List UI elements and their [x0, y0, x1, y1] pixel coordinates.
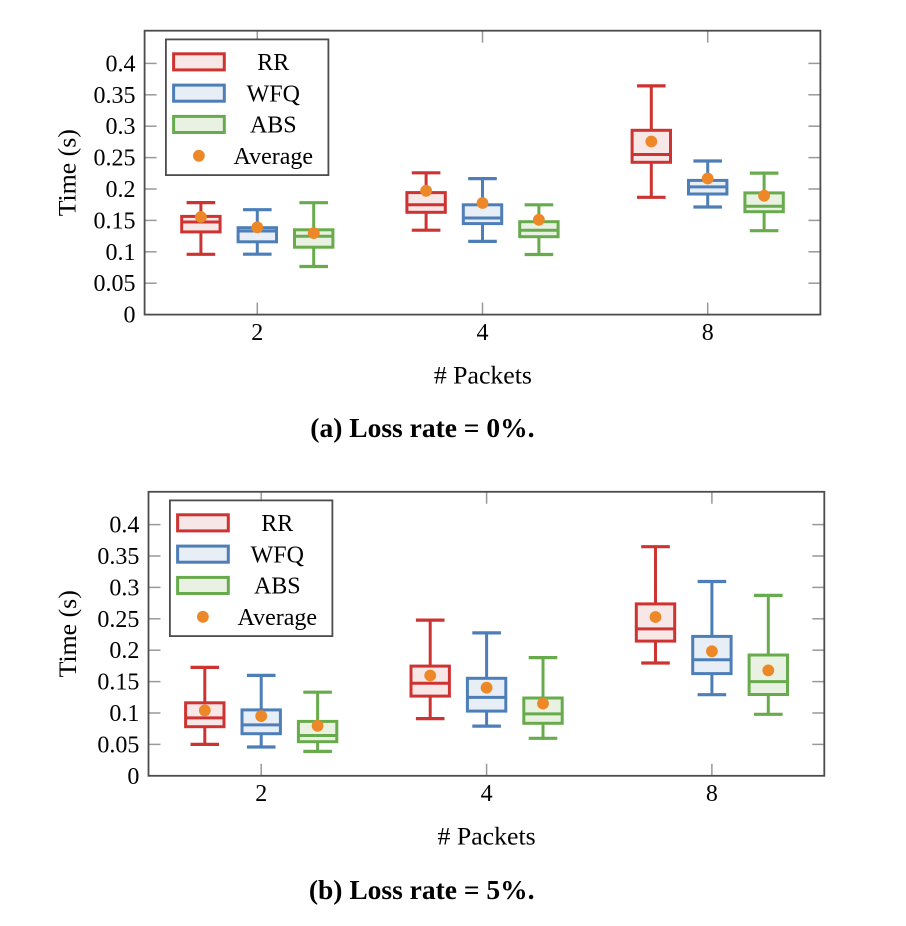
svg-text:Average: Average	[238, 605, 318, 631]
svg-text:ABS: ABS	[254, 574, 301, 600]
svg-text:# Packets: # Packets	[438, 821, 536, 850]
svg-text:Average: Average	[234, 144, 314, 170]
svg-text:Time (s): Time (s)	[53, 590, 82, 677]
svg-text:RR: RR	[261, 511, 293, 537]
svg-text:0.1: 0.1	[109, 701, 139, 727]
svg-text:0: 0	[124, 303, 136, 329]
svg-text:0.35: 0.35	[97, 544, 139, 570]
svg-text:4: 4	[477, 320, 489, 346]
svg-text:0.15: 0.15	[97, 670, 139, 696]
svg-text:RR: RR	[257, 50, 289, 76]
svg-text:(b) Loss rate = 5%.: (b) Loss rate = 5%.	[309, 874, 535, 905]
svg-text:0.05: 0.05	[97, 732, 139, 758]
svg-text:(a) Loss rate = 0%.: (a) Loss rate = 0%.	[310, 412, 534, 443]
svg-text:0.35: 0.35	[94, 83, 136, 109]
svg-text:0.3: 0.3	[106, 114, 136, 140]
svg-text:2: 2	[251, 320, 263, 346]
svg-text:8: 8	[706, 781, 718, 807]
svg-text:0.05: 0.05	[94, 271, 136, 297]
svg-text:ABS: ABS	[250, 113, 297, 139]
svg-text:0.15: 0.15	[94, 208, 136, 234]
svg-text:0.3: 0.3	[109, 575, 139, 601]
svg-text:# Packets: # Packets	[434, 360, 532, 389]
svg-text:2: 2	[255, 781, 267, 807]
svg-text:8: 8	[702, 320, 714, 346]
svg-text:0.2: 0.2	[109, 638, 139, 664]
svg-text:0.2: 0.2	[106, 177, 136, 203]
svg-text:WFQ: WFQ	[247, 81, 300, 107]
svg-text:0.1: 0.1	[106, 240, 136, 266]
svg-text:0.4: 0.4	[109, 513, 139, 539]
svg-text:4: 4	[481, 781, 493, 807]
svg-text:0: 0	[127, 764, 139, 790]
svg-text:0.25: 0.25	[94, 146, 136, 172]
svg-text:Time (s): Time (s)	[53, 129, 82, 216]
svg-text:0.4: 0.4	[106, 51, 136, 77]
svg-text:WFQ: WFQ	[251, 542, 304, 568]
svg-text:0.25: 0.25	[97, 607, 139, 633]
